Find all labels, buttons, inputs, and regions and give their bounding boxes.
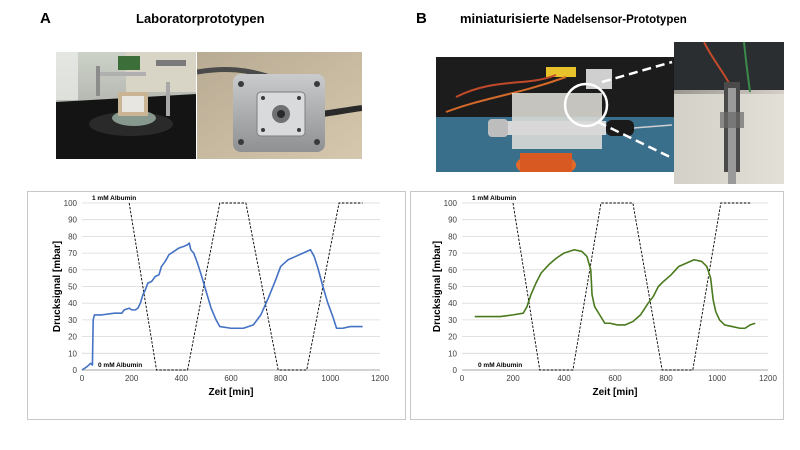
chart-a-xtick-label: 1200 [371, 374, 389, 383]
chart-a-ytick-label: 60 [68, 266, 77, 275]
chart-a-ytick-label: 0 [73, 366, 78, 375]
panel-a-letter: A [40, 10, 51, 27]
chart-b-ytick-label: 10 [448, 349, 457, 358]
chart-b-ytick-label: 60 [448, 266, 457, 275]
chart-a-ytick-label: 100 [64, 199, 78, 208]
chart-b-ytick-label: 20 [448, 333, 457, 342]
chart-a-ytick-label: 40 [68, 299, 77, 308]
chart-b-xtick-label: 0 [460, 374, 465, 383]
panel-b-title-main: miniaturisierte [460, 11, 550, 26]
chart-b-ytick-label: 30 [448, 316, 457, 325]
chart-b-ytick-label: 40 [448, 299, 457, 308]
chart-b-ytick-label: 90 [448, 216, 457, 225]
lab-prototype-photo-2 [197, 52, 362, 159]
chart-b-signal-line [474, 248, 756, 330]
chart-b-xtick-label: 1000 [708, 374, 726, 383]
chart-a-annotation-0mM: 0 mM Albumin [98, 362, 142, 369]
chart-b-xtick-label: 200 [506, 374, 520, 383]
chart-a-xlabel: Zeit [min] [209, 387, 254, 398]
panel-b-letter: B [416, 10, 427, 27]
needle-sensor-photo [436, 57, 674, 172]
chart-b-annotation-0mM: 0 mM Albumin [478, 362, 522, 369]
chart-b-ytick-label: 70 [448, 249, 457, 258]
chart-a-xtick-label: 400 [175, 374, 189, 383]
chart-a-xtick-label: 600 [224, 374, 238, 383]
needle-zoom-photo [674, 42, 784, 184]
chart-b-ylabel: Drucksignal [mbar] [432, 241, 443, 332]
chart-b-ytick-label: 100 [444, 199, 458, 208]
chart-a-ytick-label: 30 [68, 316, 77, 325]
chart-b-frame: 0 10 20 30 40 50 60 70 80 90 100 0 200 400 600 800 1000 1… [410, 191, 784, 420]
panel-b-title-small: Nadelsensor-Prototypen [553, 14, 687, 26]
chart-a-ytick-label: 80 [68, 232, 77, 241]
chart-b-ytick-label: 80 [448, 232, 457, 241]
chart-b-annotation-1mM: 1 mM Albumin [472, 195, 516, 202]
chart-a-ytick-label: 70 [68, 249, 77, 258]
chart-a-xtick-label: 0 [80, 374, 85, 383]
chart-b-xtick-label: 400 [557, 374, 571, 383]
chart-a-annotation-1mM: 1 mM Albumin [92, 195, 136, 202]
chart-a-concentration-line [128, 202, 363, 371]
chart-b-ytick-label: 50 [448, 283, 457, 292]
chart-b-ytick-label: 0 [453, 366, 458, 375]
panel-b-title: miniaturisierte Nadelsensor-Prototypen [460, 11, 687, 26]
chart-b-xtick-label: 1200 [759, 374, 777, 383]
chart-a-ytick-label: 10 [68, 349, 77, 358]
panel-a-title: Laboratorprototypen [136, 11, 265, 26]
chart-a-frame: 0 10 20 30 40 50 60 70 80 90 100 0 200 400 600 800 1000 1… [27, 191, 406, 420]
chart-a-ytick-label: 20 [68, 333, 77, 342]
chart-a-ytick-label: 90 [68, 216, 77, 225]
chart-a-xtick-label: 800 [274, 374, 288, 383]
chart-b-concentration-line [512, 202, 751, 371]
lab-prototype-photo-1 [56, 52, 196, 159]
chart-b-xtick-label: 800 [659, 374, 673, 383]
chart-a-ytick-label: 50 [68, 283, 77, 292]
chart-a-ylabel: Drucksignal [mbar] [52, 241, 63, 332]
chart-a-xtick-label: 1000 [321, 374, 339, 383]
chart-a-signal-line [81, 242, 363, 371]
chart-a-xtick-label: 200 [125, 374, 139, 383]
chart-b-xlabel: Zeit [min] [593, 387, 638, 398]
chart-b-xtick-label: 600 [608, 374, 622, 383]
